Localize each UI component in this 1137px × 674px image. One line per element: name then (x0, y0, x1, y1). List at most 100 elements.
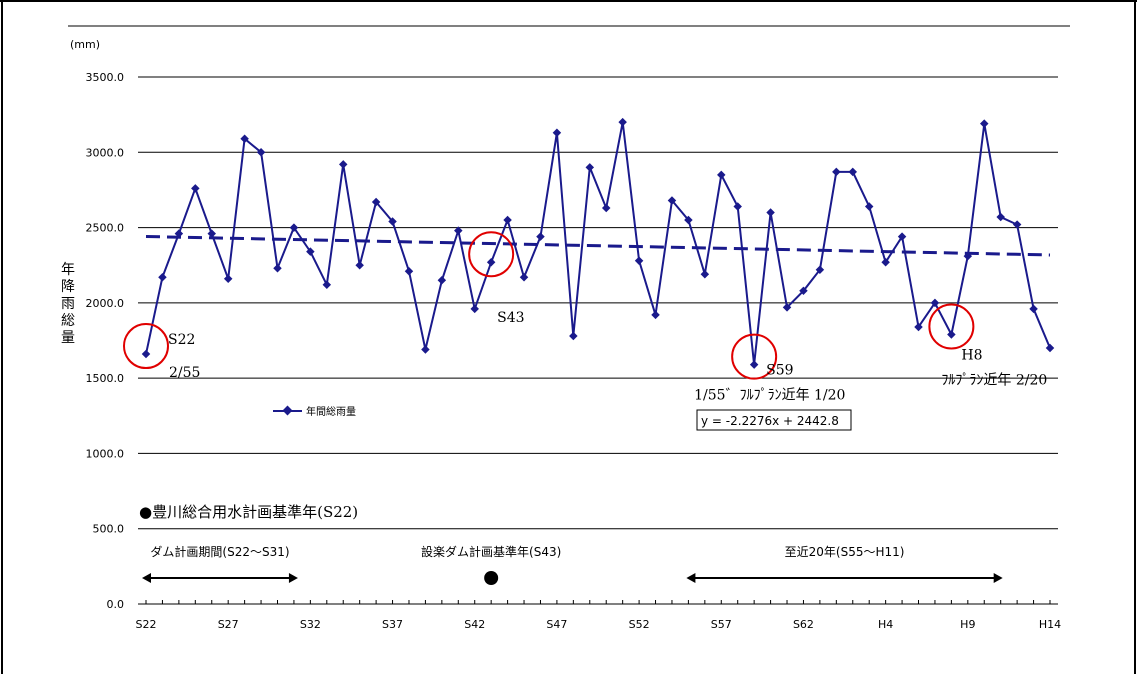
data-point (256, 148, 266, 157)
data-point (881, 257, 890, 267)
equation-text: y = -2.2276x + 2442.8 (701, 414, 839, 428)
data-point (848, 167, 858, 177)
y-tick-label: 3000.0 (86, 146, 125, 159)
data-point (355, 260, 364, 270)
recent20-arrow-head-right (993, 573, 1003, 583)
recent20-label: 至近20年(S55～H11) (785, 545, 905, 559)
y-tick-label: 0.0 (107, 598, 125, 611)
data-point (174, 229, 184, 238)
data-point (338, 160, 348, 169)
data-point (552, 128, 562, 137)
y-tick-label: 2000.0 (86, 297, 125, 310)
x-tick-labels: S22 S27 S32 S37 S42 S47 S52 S57 S62 H4 H9 H14 (136, 618, 1062, 631)
data-point (585, 163, 595, 172)
trend-line (145, 235, 1051, 257)
x-tick-label: S32 (300, 618, 321, 631)
data-point (207, 229, 216, 238)
x-tick-label: H14 (1039, 618, 1061, 631)
y-tick-label: 500.0 (93, 523, 125, 536)
data-point (437, 276, 447, 285)
dam-period-arrow-head-right (288, 573, 298, 583)
highlight-circle (468, 231, 515, 278)
data-point (158, 273, 167, 282)
data-point (733, 202, 742, 211)
data-point (519, 273, 529, 282)
grid-lines (138, 76, 1058, 530)
data-point (717, 170, 726, 180)
data-point (569, 331, 578, 341)
y-axis-label-char: 総 (61, 313, 75, 329)
y-tick-labels: 0.0 500.0 1000.0 1500.0 2000.0 2500.0 3000.0 35… (86, 71, 125, 611)
data-point (289, 223, 299, 232)
data-point (223, 274, 233, 284)
x-tick-label: S27 (218, 618, 239, 631)
data-point (470, 304, 479, 314)
data-point (1045, 343, 1055, 353)
x-tick-label: S52 (629, 618, 650, 631)
highlight-label: H8 (961, 347, 982, 363)
plan-base-year-label: ●豊川総合用水計画基準年(S22) (139, 503, 358, 521)
recent20-arrow-head-left (686, 573, 696, 583)
dam-period-label: ダム計画期間(S22～S31) (150, 544, 289, 559)
highlight-label: S59 (766, 363, 793, 379)
x-tick-label: H4 (878, 618, 893, 631)
data-point (141, 349, 151, 359)
x-tick-label: H9 (960, 618, 975, 631)
data-point (782, 303, 792, 312)
trendline-equation: y = -2.2276x + 2442.8 (696, 409, 852, 431)
data-point (815, 265, 825, 274)
data-point (1029, 304, 1038, 314)
data-point (454, 226, 463, 235)
data-point (503, 215, 512, 225)
x-axis (138, 600, 1058, 605)
data-point (371, 197, 381, 207)
equation-box (696, 409, 852, 431)
highlight-circle (123, 323, 169, 370)
x-tick-label: S62 (793, 618, 814, 631)
series-points (141, 117, 1055, 369)
data-point (914, 322, 923, 332)
period-annotations: ダム計画期間(S22～S31) 設楽ダム計画基準年(S43) 至近20年(S55～H… (142, 544, 1003, 585)
y-tick-label: 1000.0 (86, 447, 125, 460)
data-point (864, 202, 874, 211)
x-tick-label: S37 (382, 618, 403, 631)
data-point (832, 167, 841, 177)
unit-label: (mm) (70, 38, 100, 51)
highlight-circles: S22 2/55 S43 S59 1/55゛ﾌﾙﾌﾟﾗﾝ近年 1/20 H8 ﾌﾙﾌﾟﾗﾝ近… (123, 231, 1047, 404)
data-point (601, 203, 611, 213)
highlight-label: ﾌﾙﾌﾟﾗﾝ近年 2/20 (941, 372, 1047, 388)
y-tick-label: 2500.0 (86, 222, 125, 235)
highlight-label: 1/55゛ﾌﾙﾌﾟﾗﾝ近年 1/20 (694, 388, 845, 404)
y-tick-label: 1500.0 (86, 372, 125, 385)
data-point (651, 310, 660, 320)
data-point (799, 286, 808, 296)
highlight-label: S22 (168, 332, 195, 348)
shitara-base-label: 設楽ダム計画基準年(S43) (421, 544, 561, 559)
data-point (486, 257, 496, 267)
y-axis-label-char: 雨 (61, 296, 75, 312)
data-point (404, 266, 414, 276)
legend-label: 年間総雨量 (306, 405, 356, 418)
data-point (700, 270, 710, 279)
legend: 年間総雨量 (273, 405, 356, 418)
highlight-label: 2/55 (169, 365, 200, 381)
y-axis-label-char: 年 (61, 262, 75, 278)
data-point (980, 119, 989, 128)
data-point (536, 232, 545, 241)
data-point (273, 263, 282, 273)
y-axis-label-char: 降 (61, 279, 75, 295)
data-point (191, 184, 200, 193)
data-point (240, 134, 249, 143)
data-point (388, 217, 397, 226)
x-tick-label: S57 (711, 618, 732, 631)
data-point (996, 212, 1005, 222)
data-point (766, 208, 775, 217)
highlight-circle (928, 303, 975, 350)
x-tick-label: S42 (464, 618, 485, 631)
data-point (306, 247, 315, 256)
data-point (322, 280, 332, 290)
data-point (930, 298, 940, 308)
dam-period-arrow-head-left (142, 573, 151, 583)
